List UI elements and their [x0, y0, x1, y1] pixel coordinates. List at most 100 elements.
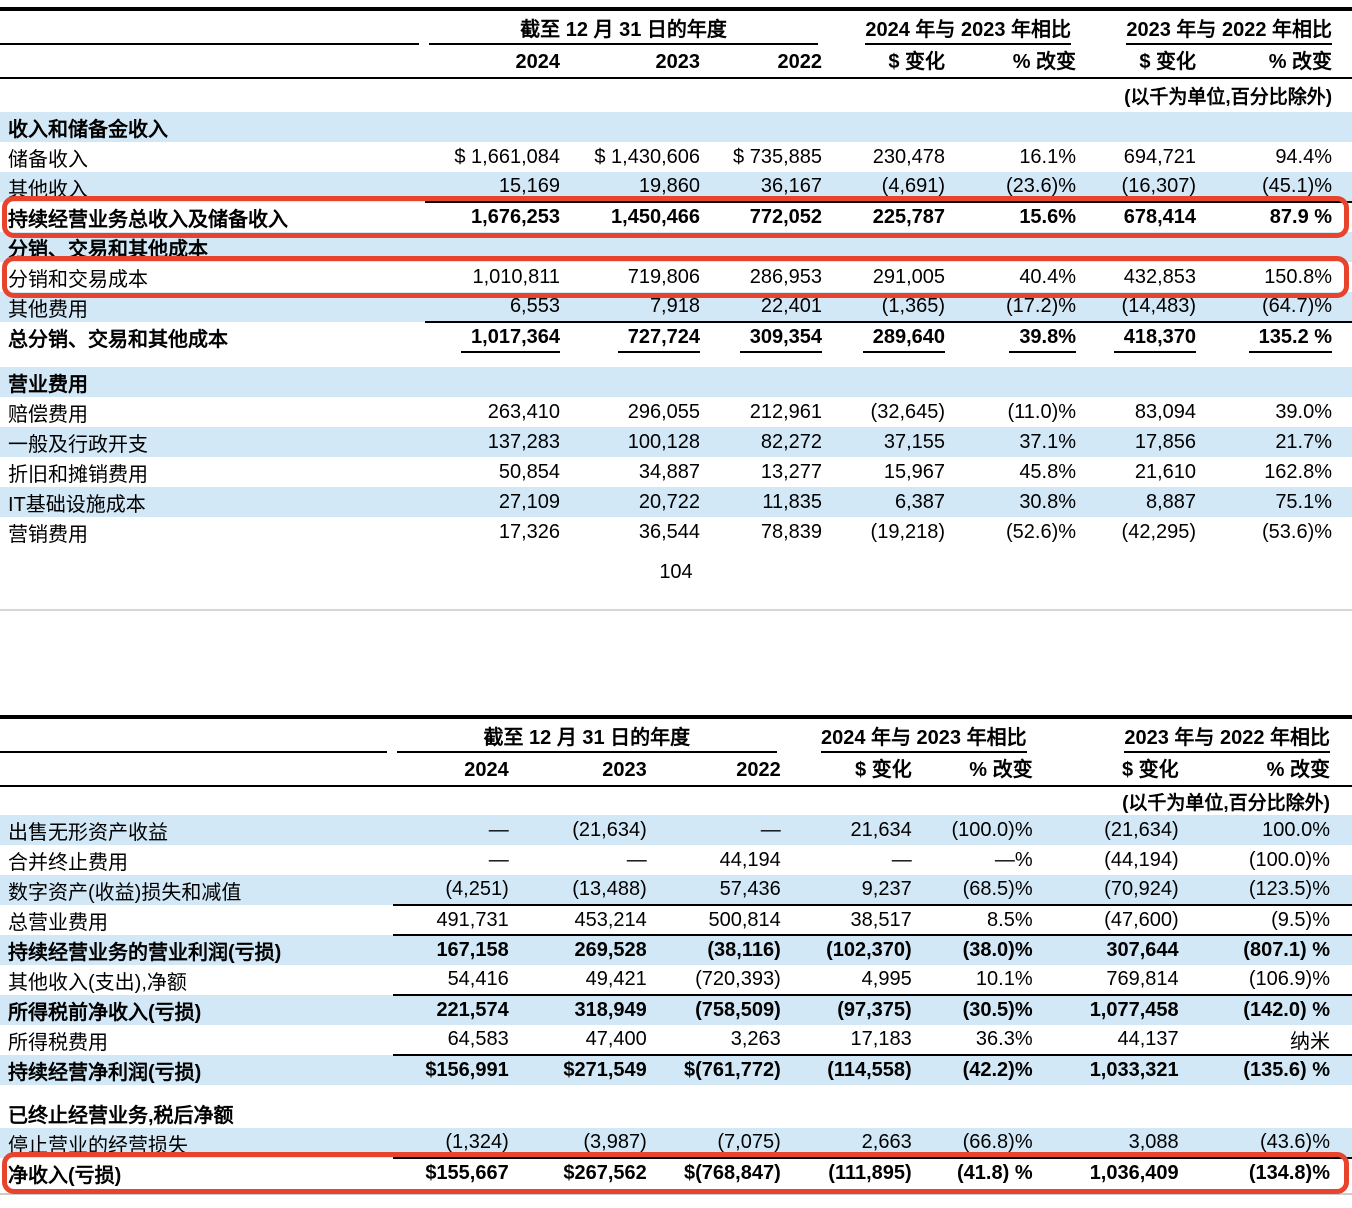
cell-value: (758,509)	[647, 995, 781, 1025]
value-text: $ 1,430,606	[594, 145, 700, 168]
value-text: 21,634	[850, 818, 912, 841]
value-text: 769,814	[1106, 968, 1179, 990]
cell-value: —	[393, 815, 509, 845]
value-text: 39.0%	[1275, 400, 1333, 423]
cell-value	[1196, 232, 1352, 262]
row-label: 营业费用	[8, 373, 88, 396]
value-text: $ 735,885	[733, 145, 823, 168]
pct-change-header: % 改变	[911, 753, 1033, 787]
section-header-row: 已终止经营业务,税后净额	[0, 1098, 1352, 1128]
value-text: (53.6)%	[1262, 520, 1333, 543]
cell-value: 9,237	[780, 875, 912, 906]
value-text: 212,961	[749, 400, 823, 423]
value-text: (111,895)	[828, 1162, 912, 1184]
value-text: (66.8)%	[962, 1131, 1033, 1153]
spacer-row	[0, 1085, 1352, 1098]
cell-value: (43.6)%	[1178, 1128, 1352, 1159]
cell-value	[509, 1098, 647, 1128]
value-text: 500,814	[708, 908, 781, 931]
value-text: 289,640	[862, 326, 946, 353]
cell-value	[945, 112, 1076, 142]
dollar-change-header: $ 变化	[1076, 45, 1197, 79]
value-text: 432,853	[1123, 265, 1197, 288]
table-row: 其他收入(支出),净额 54,416 49,421 (720,393) 4,995 10.…	[0, 965, 1352, 996]
cell-value: 1,676,253	[425, 202, 560, 232]
row-label: 储备收入	[8, 148, 88, 171]
row-label: 分销、交易和其他成本	[8, 238, 208, 261]
cell-value: 15,169	[425, 172, 560, 203]
value-text: (1,365)	[881, 295, 946, 317]
value-text: (21,634)	[572, 818, 647, 841]
cell-value: 39.8%	[945, 322, 1077, 353]
cell-value: (4,251)	[392, 875, 509, 906]
value-text: 291,005	[872, 265, 946, 288]
cell-value: 7,918	[560, 292, 700, 323]
value-text: 82,272	[760, 430, 823, 453]
units-note-row: (以千为单位,百分比除外)	[0, 78, 1352, 112]
value-text: 21,610	[1134, 460, 1197, 483]
cell-value: 94.4%	[1196, 142, 1352, 172]
value-text: (123.5)%	[1248, 878, 1330, 900]
value-text: 45.8%	[1019, 460, 1077, 483]
value-text: 719,806	[627, 265, 700, 288]
cell-value: 83,094	[1076, 397, 1196, 427]
year-2024-header: 2024	[392, 753, 509, 787]
cell-value: $(761,772)	[647, 1055, 781, 1085]
value-text: (30.5)%	[962, 999, 1033, 1021]
table-row: 营销费用 17,326 36,544 78,839 (19,218) (52.6)% (42…	[0, 517, 1352, 547]
value-text: 162.8%	[1264, 460, 1333, 483]
cell-value: (38,116)	[647, 935, 781, 965]
cell-value: 40.4%	[945, 262, 1076, 292]
cell-value: 307,644	[1033, 935, 1178, 965]
cell-value: 269,528	[509, 935, 646, 965]
section-header-row: 收入和储备金收入	[0, 112, 1352, 142]
year-2023-header: 2023	[560, 45, 700, 79]
cell-value: (1,324)	[392, 1128, 509, 1159]
value-text: 772,052	[749, 206, 823, 228]
cell-value: 432,853	[1076, 262, 1196, 292]
compare-2024-2023-heading: 2024 年与 2023 年相比	[781, 717, 1033, 753]
cell-value: 纳米	[1178, 1025, 1352, 1056]
row-label: 总营业费用	[8, 911, 108, 934]
value-text: (38,116)	[707, 939, 781, 961]
value-text: 8,887	[1145, 490, 1197, 513]
cell-value: (807.1) %	[1179, 935, 1352, 965]
table-row: 折旧和摊销费用 50,854 34,887 13,277 15,967 45.8% 21,6…	[0, 457, 1352, 487]
value-text: 49,421	[585, 968, 647, 990]
cell-value: 150.8%	[1196, 262, 1352, 292]
value-text: 13,277	[760, 460, 823, 483]
pct-change-header: % 改变	[945, 45, 1077, 79]
row-label: 收入和储备金收入	[8, 118, 168, 141]
value-text: 221,574	[436, 999, 509, 1021]
value-text: (135.6) %	[1243, 1059, 1330, 1081]
row-label: 一般及行政开支	[8, 433, 148, 456]
value-text: —	[488, 848, 509, 871]
value-text: 37,155	[883, 430, 946, 453]
cell-value: $ 1,430,606	[560, 142, 700, 172]
table-row: 停止营业的经营损失 (1,324) (3,987) (7,075) 2,663 (66.8…	[0, 1128, 1352, 1159]
cell-value	[425, 112, 560, 142]
cell-value: (111,895)	[781, 1158, 912, 1188]
cell-value	[945, 367, 1076, 397]
cell-value: 3,263	[646, 1025, 781, 1056]
pct-change-header: % 改变	[1196, 45, 1352, 79]
units-note: (以千为单位,百分比除外)	[1122, 792, 1330, 814]
cell-value: (64.7)%	[1196, 292, 1352, 323]
cell-value	[1196, 112, 1352, 142]
dollar-change-header: $ 变化	[822, 45, 946, 79]
cell-value: 6,553	[425, 292, 560, 323]
value-text: —	[626, 848, 647, 871]
cell-value: (52.6)%	[945, 517, 1076, 547]
cell-value: 44,194	[647, 845, 781, 875]
cell-value	[425, 367, 560, 397]
value-text: $(761,772)	[684, 1059, 781, 1081]
value-text: (16,307)	[1121, 175, 1197, 197]
cell-value: $155,667	[393, 1158, 508, 1188]
cell-value	[1179, 1098, 1352, 1128]
row-label: 持续经营业务总收入及储备收入	[8, 208, 288, 231]
value-text: 11,835	[762, 490, 823, 513]
cell-value: 8,887	[1076, 487, 1196, 517]
cell-value: (123.5)%	[1178, 875, 1352, 906]
cell-value: 44,137	[1032, 1025, 1179, 1056]
cell-value: 225,787	[822, 202, 945, 232]
